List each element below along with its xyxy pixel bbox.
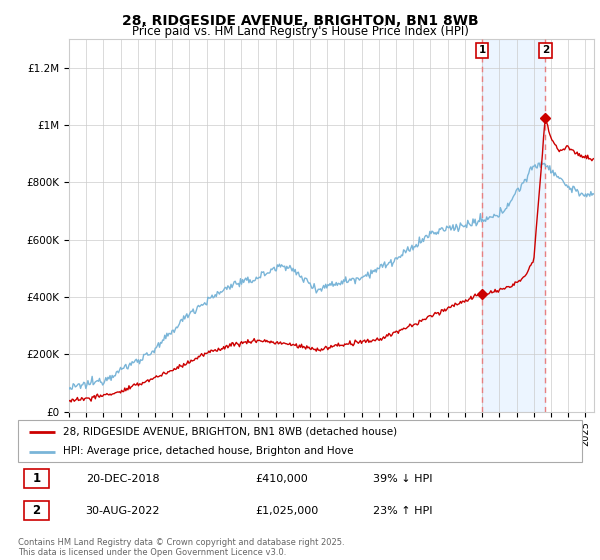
Text: 2: 2 bbox=[542, 45, 549, 55]
Text: £1,025,000: £1,025,000 bbox=[255, 506, 318, 516]
FancyBboxPatch shape bbox=[23, 501, 49, 520]
Text: Price paid vs. HM Land Registry's House Price Index (HPI): Price paid vs. HM Land Registry's House … bbox=[131, 25, 469, 38]
Text: 39% ↓ HPI: 39% ↓ HPI bbox=[373, 474, 433, 484]
Text: 23% ↑ HPI: 23% ↑ HPI bbox=[373, 506, 433, 516]
FancyBboxPatch shape bbox=[18, 420, 582, 462]
Bar bbox=[482, 39, 545, 412]
Text: 30-AUG-2022: 30-AUG-2022 bbox=[86, 506, 160, 516]
Text: 28, RIDGESIDE AVENUE, BRIGHTON, BN1 8WB (detached house): 28, RIDGESIDE AVENUE, BRIGHTON, BN1 8WB … bbox=[63, 427, 397, 437]
Text: Contains HM Land Registry data © Crown copyright and database right 2025.
This d: Contains HM Land Registry data © Crown c… bbox=[18, 538, 344, 557]
Text: 1: 1 bbox=[32, 473, 41, 486]
Text: HPI: Average price, detached house, Brighton and Hove: HPI: Average price, detached house, Brig… bbox=[63, 446, 353, 456]
Text: 28, RIDGESIDE AVENUE, BRIGHTON, BN1 8WB: 28, RIDGESIDE AVENUE, BRIGHTON, BN1 8WB bbox=[122, 14, 478, 28]
Text: 1: 1 bbox=[478, 45, 486, 55]
Text: 20-DEC-2018: 20-DEC-2018 bbox=[86, 474, 160, 484]
FancyBboxPatch shape bbox=[23, 469, 49, 488]
Text: £410,000: £410,000 bbox=[255, 474, 308, 484]
Text: 2: 2 bbox=[32, 504, 41, 517]
